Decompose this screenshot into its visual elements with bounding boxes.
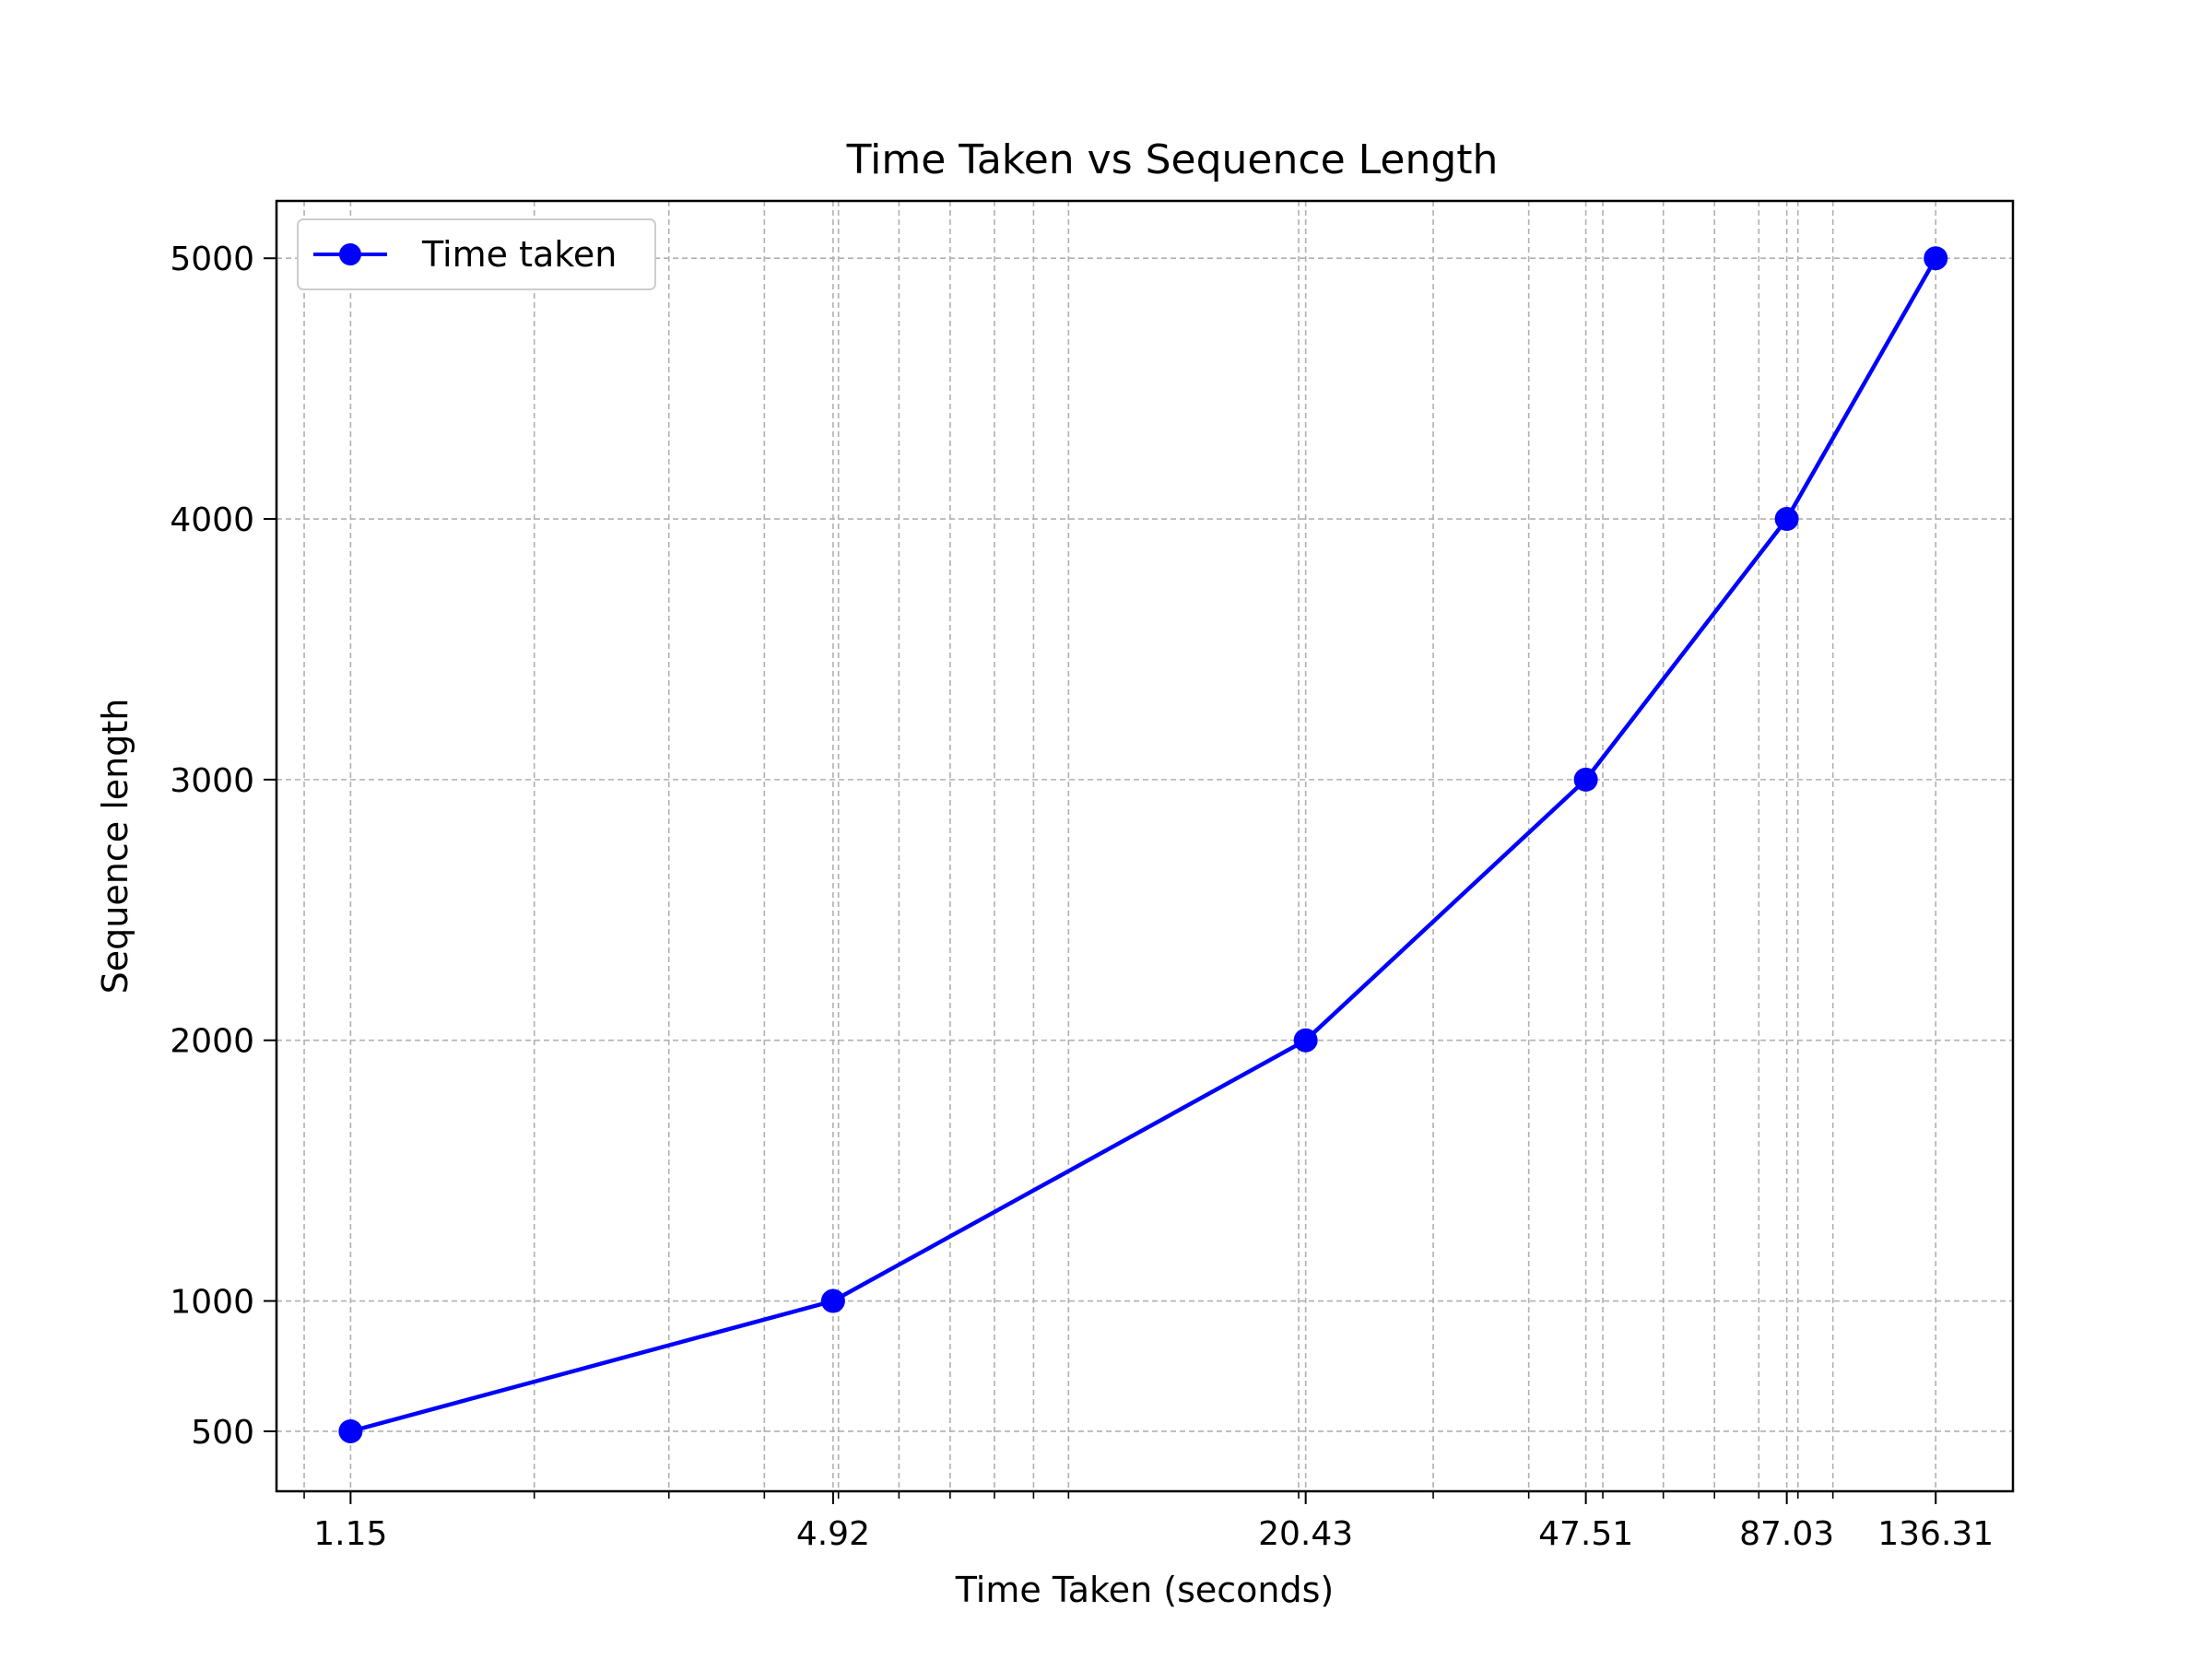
legend: Time taken: [297, 218, 656, 290]
x-tick-label: 20.43: [1258, 1515, 1353, 1553]
data-point: [338, 1418, 363, 1443]
chart-title: Time Taken vs Sequence Length: [846, 136, 1499, 183]
y-tick-label: 5000: [170, 241, 254, 278]
x-axis: 1.15 4.92 20.43 47.51 87.03 136.31: [303, 1491, 1994, 1553]
data-point: [1293, 1028, 1318, 1053]
y-axis: 500 1000 2000 3000 4000 5000: [170, 241, 276, 1452]
series-line: [349, 257, 1938, 1434]
data-point: [820, 1288, 845, 1313]
x-tick-label: 136.31: [1877, 1515, 1994, 1553]
legend-box: [297, 218, 656, 290]
x-axis-label: Time Taken (seconds): [955, 1570, 1334, 1610]
legend-marker-sample: [339, 243, 361, 265]
y-axis-label: Sequence length: [95, 699, 135, 994]
y-tick-label: 4000: [170, 501, 254, 539]
y-tick-label: 500: [191, 1414, 254, 1452]
y-tick-label: 1000: [170, 1284, 254, 1322]
series-time-taken: [338, 246, 1948, 1443]
legend-label: Time taken: [421, 234, 617, 275]
data-point: [1924, 246, 1948, 271]
data-point: [1774, 507, 1799, 532]
y-tick-label: 2000: [170, 1023, 254, 1061]
plot-area-frame: [275, 199, 2015, 1493]
x-tick-label: 47.51: [1538, 1515, 1633, 1553]
x-tick-label: 1.15: [313, 1515, 387, 1553]
y-tick-label: 3000: [170, 762, 254, 800]
grid: [276, 201, 2013, 1491]
data-point: [1573, 767, 1598, 792]
x-tick-label: 87.03: [1739, 1515, 1834, 1553]
x-tick-label: 4.92: [796, 1515, 870, 1553]
